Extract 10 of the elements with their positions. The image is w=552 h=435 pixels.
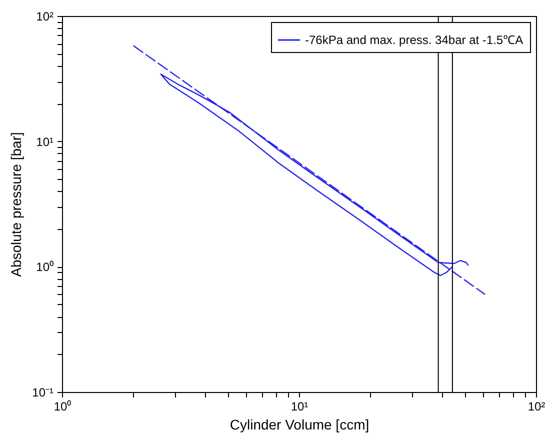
x-axis-title: Cylinder Volume [ccm]: [230, 416, 370, 432]
x-tick-label: 10⁰: [54, 400, 72, 414]
y-tick-label: 10¹: [36, 134, 54, 149]
legend-label: -76kPa and max. press. 34bar at -1.5℃A: [305, 33, 524, 47]
y-tick-label: 10⁻¹: [32, 386, 54, 400]
y-tick-label: 10²: [36, 10, 54, 24]
y-tick-label: 10⁰: [36, 260, 54, 274]
x-tick-label: 10¹: [290, 400, 308, 414]
x-tick-label: 10²: [528, 400, 546, 414]
y-axis-title: Absolute pressure [bar]: [8, 132, 24, 277]
